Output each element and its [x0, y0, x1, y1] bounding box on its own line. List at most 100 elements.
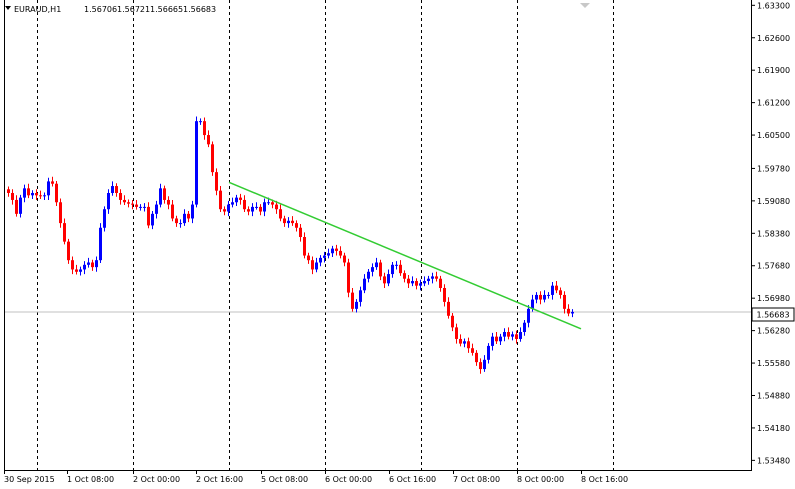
candlestick [63, 218, 66, 245]
candle-body [223, 209, 226, 212]
candle-body [171, 204, 174, 219]
candlestick [319, 255, 322, 267]
candlestick [535, 292, 538, 304]
candlestick [495, 332, 498, 345]
candlestick [155, 200, 158, 219]
candle-body [7, 189, 10, 193]
candle-body [379, 262, 382, 277]
chart-shift-marker-icon[interactable] [580, 3, 590, 8]
candle-body [123, 199, 126, 203]
candle-body [299, 227, 302, 238]
candlestick [243, 195, 246, 212]
candle-body [251, 206, 254, 212]
x-tick-label: 6 Oct 16:00 [389, 475, 436, 484]
y-tick-label: 1.63300 [757, 1, 790, 10]
candle-body [247, 209, 250, 212]
candle-body [135, 204, 138, 207]
candlestick [83, 261, 86, 275]
candle-body [307, 255, 310, 261]
candle-body [483, 359, 486, 370]
low-value: 1.56665 [150, 5, 183, 14]
y-tick-label: 1.59080 [757, 197, 790, 206]
candle-body [283, 218, 286, 224]
candle-body [355, 301, 358, 309]
candlestick [119, 189, 122, 205]
candlestick [335, 244, 338, 256]
grid-layer [37, 0, 614, 470]
candlestick [123, 195, 126, 206]
candlestick [471, 343, 474, 356]
candle-body [43, 195, 46, 197]
y-tick-label: 1.57680 [757, 262, 790, 271]
candle-body [547, 294, 550, 296]
candlestick [407, 275, 410, 288]
candle-body [275, 204, 278, 210]
x-tick-label: 8 Oct 00:00 [517, 475, 564, 484]
candle-body [79, 269, 82, 272]
candlestick [95, 256, 98, 272]
candlestick [179, 219, 182, 228]
candlestick [331, 245, 334, 257]
candlestick [287, 217, 290, 228]
candle-body [367, 271, 370, 279]
x-tick-label: 5 Oct 08:00 [261, 475, 308, 484]
candle-body [19, 197, 22, 214]
candlestick [71, 256, 74, 275]
candle-body [271, 202, 274, 205]
candle-body [539, 294, 542, 300]
candle-body [219, 190, 222, 210]
candlestick [395, 261, 398, 270]
candle-body [535, 294, 538, 300]
candle-body [395, 264, 398, 266]
candle-body [475, 352, 478, 363]
candlestick [191, 200, 194, 224]
candle-body [443, 287, 446, 302]
candlestick [451, 313, 454, 332]
x-tick-label: 8 Oct 16:00 [581, 475, 628, 484]
candle-body [559, 290, 562, 295]
candlestick [443, 284, 446, 307]
symbol-label: EURAUD,H1 [14, 5, 61, 14]
candlestick [543, 290, 546, 303]
candle-body [71, 260, 74, 270]
candle-body [111, 186, 114, 193]
trendline[interactable] [228, 181, 582, 330]
candle-body [439, 278, 442, 288]
candlestick [547, 292, 550, 299]
candle-body [415, 281, 418, 286]
candlestick [567, 304, 570, 317]
candlestick [475, 350, 478, 366]
candle-body [235, 197, 238, 203]
candlestick [127, 199, 130, 208]
candlestick [435, 271, 438, 282]
candle-body [99, 227, 102, 261]
y-tick-label: 1.62600 [757, 34, 790, 43]
y-tick-label: 1.60500 [757, 131, 790, 140]
candle-body [267, 202, 270, 204]
candle-body [107, 192, 110, 210]
candlestick [107, 189, 110, 214]
candle-body [63, 223, 66, 242]
candlestick [343, 252, 346, 267]
candle-body [199, 121, 202, 123]
candlestick [303, 232, 306, 259]
candle-body [387, 274, 390, 284]
candle-body [527, 308, 530, 323]
candle-body [371, 267, 374, 272]
candlestick [559, 287, 562, 299]
candlestick [423, 276, 426, 287]
candle-body [27, 188, 30, 196]
candlestick [43, 192, 46, 200]
y-tick-label: 1.56980 [757, 294, 790, 303]
candle-body [419, 283, 422, 286]
candlestick [527, 305, 530, 328]
x-tick-label: 30 Sep 2015 [4, 475, 55, 484]
candle-body [11, 192, 14, 200]
candlestick [539, 291, 542, 305]
dropdown-triangle-icon[interactable] [5, 6, 11, 10]
candlestick [375, 257, 378, 270]
candle-body [431, 276, 434, 279]
candle-body [95, 260, 98, 268]
